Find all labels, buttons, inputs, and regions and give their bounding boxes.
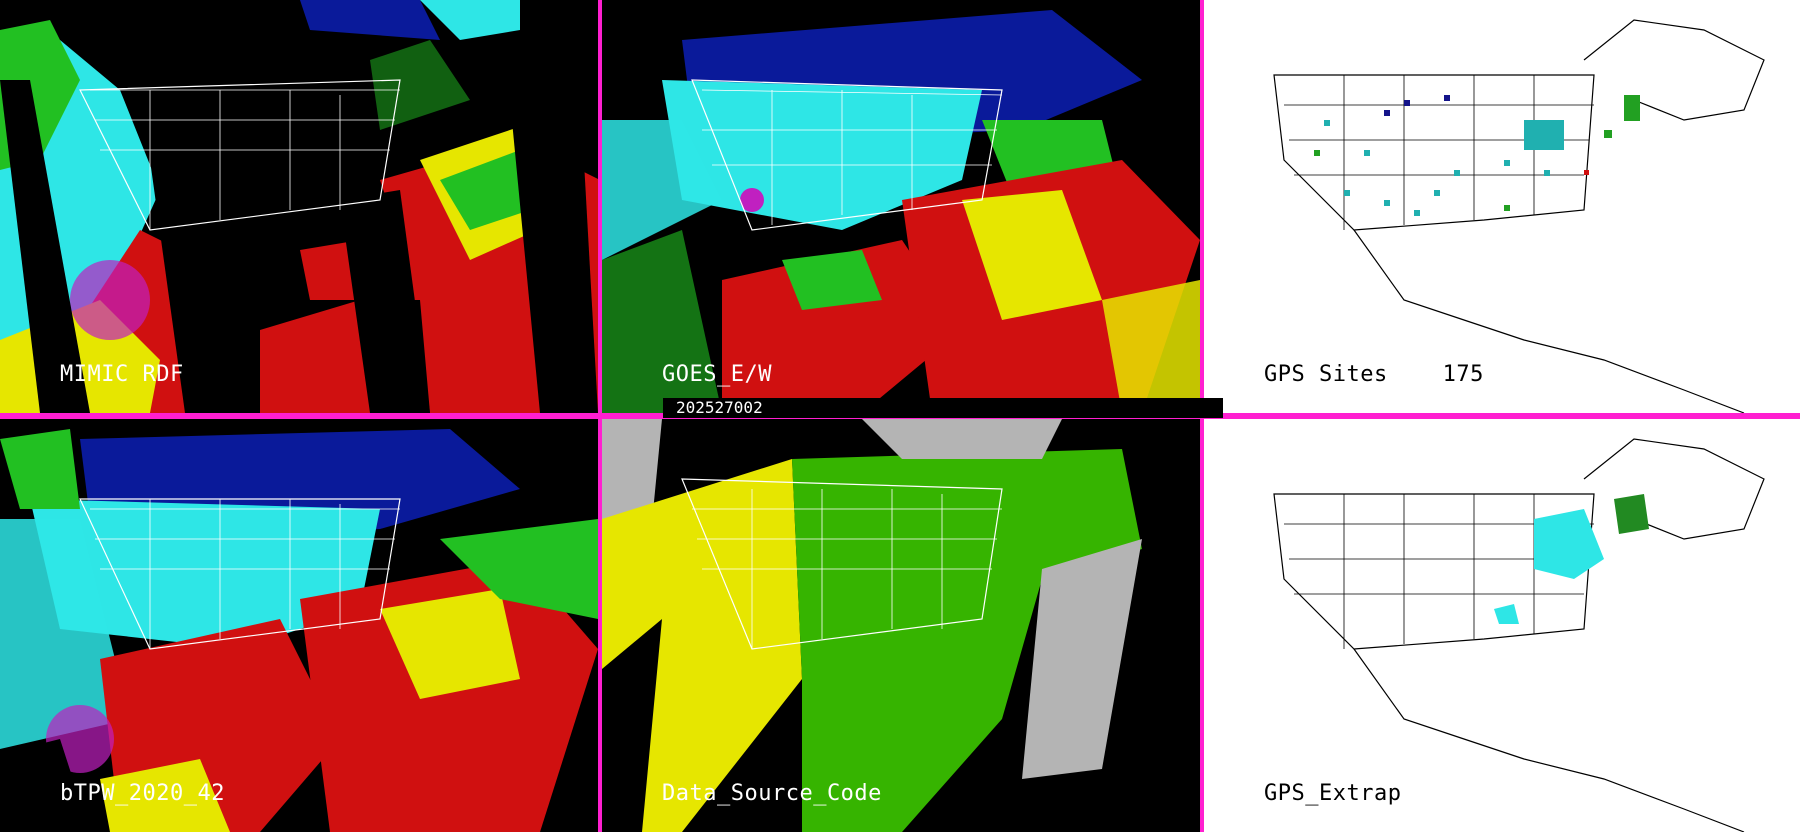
- timestamp-label: 202527002: [676, 398, 763, 417]
- panel-label: bTPW_2020_42: [60, 781, 225, 806]
- panel-mimic-rdf: MIMIC RDF: [0, 0, 598, 413]
- panel-label: GPS Sites 175: [1264, 362, 1484, 387]
- tpw-map-goes: [602, 10, 1200, 413]
- tpw-map-mimic: [0, 0, 598, 413]
- gps-extrap-map: [1273, 438, 1765, 832]
- panel-goes-ew: GOES_E/W: [602, 0, 1200, 413]
- panel-btpw: bTPW_2020_42: [0, 419, 598, 832]
- panel-gps-extrap: GPS_Extrap: [1204, 419, 1800, 832]
- panel-label: GPS_Extrap: [1264, 781, 1402, 806]
- panel-data-source-code: Data_Source_Code: [602, 419, 1200, 832]
- vertical-divider-right: [1200, 0, 1204, 413]
- panel-label: Data_Source_Code: [662, 781, 882, 806]
- data-source-map: [602, 419, 1200, 832]
- tpw-map-btpw: [0, 429, 598, 832]
- vertical-divider-right-lower: [1200, 419, 1204, 832]
- panel-label: MIMIC RDF: [60, 362, 184, 387]
- gps-sites-map: [1273, 19, 1765, 413]
- panel-label: GOES_E/W: [662, 362, 772, 387]
- panel-gps-sites: GPS Sites 175: [1204, 0, 1800, 413]
- timestamp-bar: [663, 398, 1223, 418]
